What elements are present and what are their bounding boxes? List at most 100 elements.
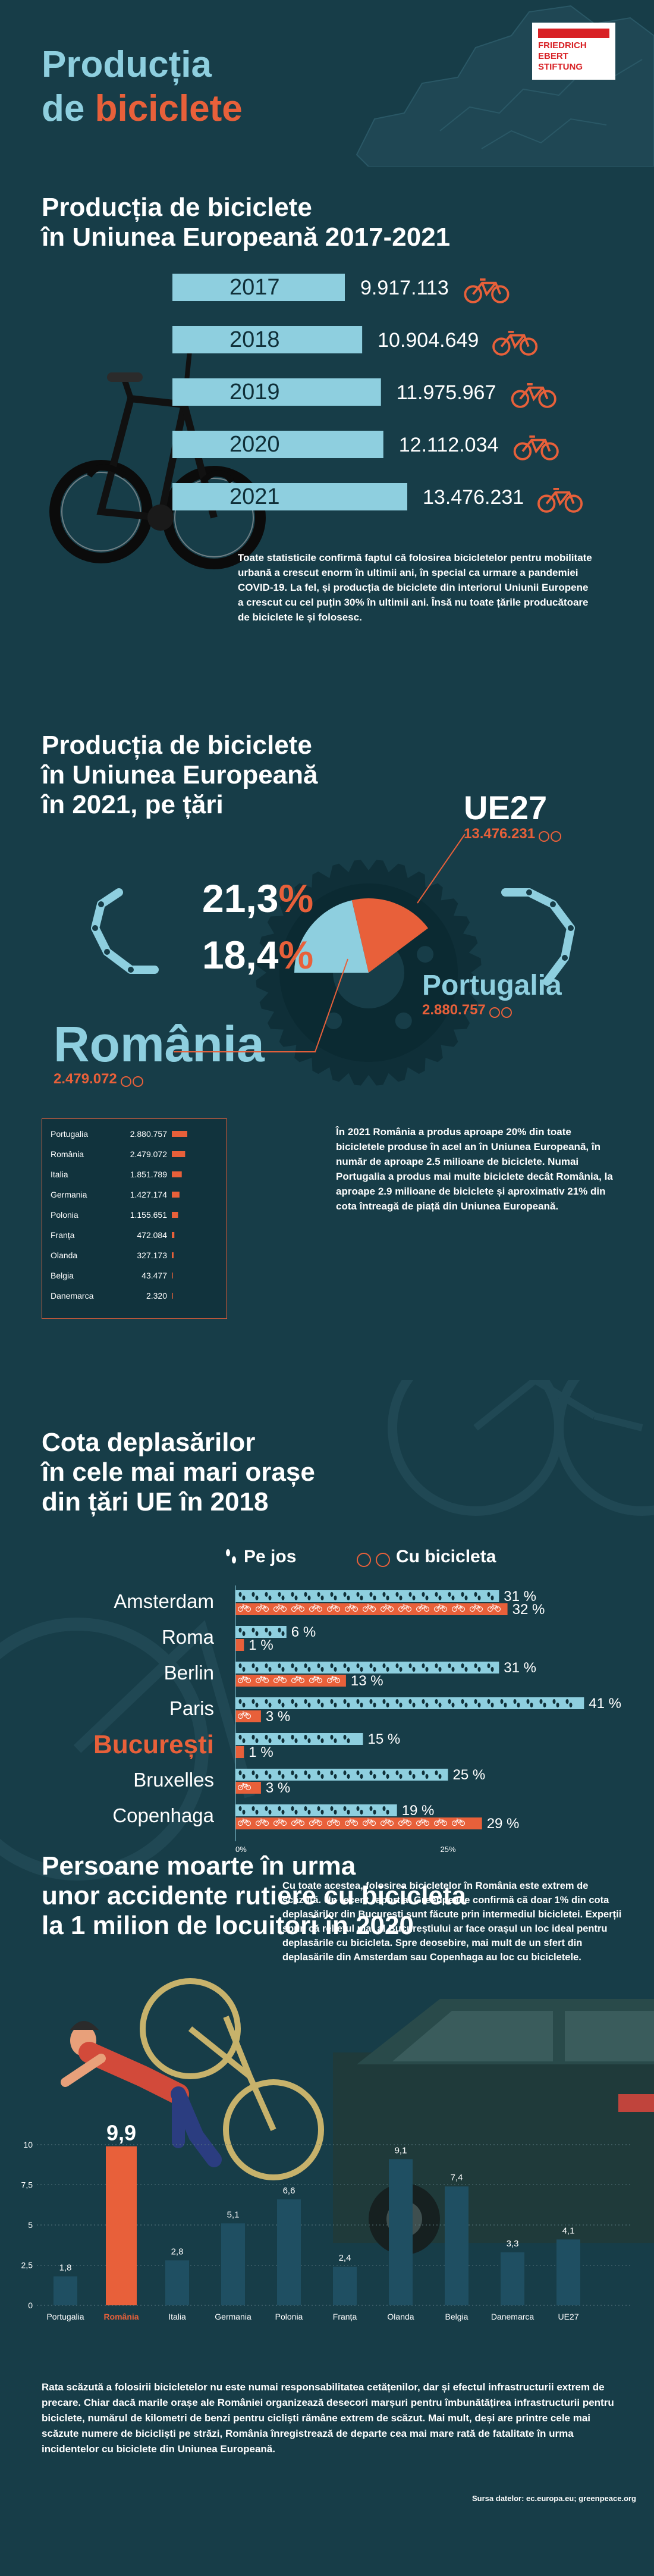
section3-note: Cu toate acestea, folosirea bicicletelor… <box>282 1881 622 1963</box>
logo-line1: FRIEDRICH <box>538 40 587 51</box>
footprint-mark <box>268 1703 272 1707</box>
table-value: 472.084 <box>137 1230 167 1240</box>
table-bar <box>172 1273 173 1278</box>
footprint-mark <box>278 1663 281 1668</box>
bicycle-icon <box>492 331 538 356</box>
fatality-bar <box>165 2260 189 2305</box>
x-tick-label: 0% <box>235 1845 247 1854</box>
page-title-line2: de biciclete <box>42 88 243 130</box>
bicycle-icon <box>513 435 559 460</box>
bicycle-icon <box>416 1819 430 1826</box>
production-year-label: 2019 <box>229 380 280 405</box>
footprints-icon <box>226 1548 238 1566</box>
bicycle-icon <box>238 1819 251 1826</box>
fatality-category: Belgia <box>445 2312 469 2321</box>
footprint-mark <box>487 1592 491 1597</box>
footprint-mark <box>448 1663 451 1668</box>
country-production-table: Portugalia 2.880.757 România 2.479.072 Itali… <box>42 1118 227 1319</box>
footprint-mark <box>238 1628 242 1632</box>
section1-title-line1: Producția de biciclete <box>42 193 312 222</box>
footprint-mark <box>343 1735 347 1740</box>
footprint-mark <box>265 1592 268 1597</box>
bicycle-icon <box>434 1604 448 1612</box>
romania-leader-line <box>174 958 348 1052</box>
footprint-mark <box>291 1735 294 1740</box>
footprint-mark <box>281 1774 285 1779</box>
section2-title-line2: în Uniunea Europeană <box>42 760 318 789</box>
footprint-mark <box>464 1596 468 1600</box>
footprint-mark <box>408 1592 412 1597</box>
production-value-label: 11.975.967 <box>397 381 496 404</box>
bicycle-icon <box>238 1676 251 1684</box>
table-country: Franța <box>51 1230 75 1240</box>
bicycle-icon <box>309 1676 323 1684</box>
footprint-mark <box>242 1703 246 1707</box>
footprint-mark <box>360 1703 363 1707</box>
footprint-mark <box>291 1770 294 1775</box>
bike-bar <box>235 1817 482 1829</box>
fatality-value: 7,4 <box>451 2173 463 2183</box>
footprint-mark <box>304 1735 307 1740</box>
city-label: Bruxelles <box>133 1769 214 1791</box>
page-title-highlight: biciclete <box>95 88 243 129</box>
fatality-value: 2,8 <box>171 2246 184 2257</box>
footprint-mark <box>477 1703 481 1707</box>
y-tick-label: 5 <box>28 2220 33 2230</box>
footprint-mark <box>343 1592 347 1597</box>
walk-bar <box>235 1662 499 1674</box>
table-value: 2.880.757 <box>130 1129 167 1139</box>
bicycle-icon <box>357 1548 390 1567</box>
footprint-mark <box>334 1738 337 1743</box>
bicycle-icon <box>327 1604 341 1612</box>
footprint-mark <box>251 1699 255 1704</box>
table-value: 2.479.072 <box>130 1149 167 1159</box>
fatality-value: 9,1 <box>395 2145 407 2155</box>
bicycle-icon <box>238 1783 251 1791</box>
footprint-mark <box>487 1663 491 1668</box>
section3-title-line3: din țări UE în 2018 <box>42 1487 269 1516</box>
footprint-mark <box>556 1703 559 1707</box>
bicycle-icon <box>291 1676 305 1684</box>
bicycle-icon <box>488 1604 501 1612</box>
table-country: Belgia <box>51 1271 74 1280</box>
footprint-mark <box>451 1703 455 1707</box>
footprint-mark <box>435 1699 438 1704</box>
eu-label: UE27 <box>464 789 548 826</box>
bicycle-icon <box>238 1712 251 1719</box>
footprint-mark <box>530 1703 533 1707</box>
section3-title-line2: în cele mai mari orașe <box>42 1458 315 1487</box>
footprint-mark <box>412 1667 416 1672</box>
bicycle-icon <box>398 1819 412 1826</box>
footprint-mark <box>360 1774 363 1779</box>
footprint-mark <box>448 1699 451 1704</box>
footprint-mark <box>255 1810 259 1815</box>
footprint-mark <box>373 1774 376 1779</box>
footprint-mark <box>320 1596 324 1600</box>
table-bar <box>172 1252 174 1258</box>
fes-logo: FRIEDRICH EBERT STIFTUNG <box>532 23 615 80</box>
fatality-value: 9,9 <box>106 2121 136 2145</box>
fatality-bar <box>556 2239 580 2305</box>
bicycle-icon <box>381 1604 394 1612</box>
portugal-label: Portugalia <box>422 970 562 1001</box>
footprint-mark <box>461 1592 464 1597</box>
footprint-mark <box>255 1738 259 1743</box>
footprint-mark <box>425 1596 429 1600</box>
bike-value: 1 % <box>249 1744 273 1760</box>
portugal-value: 2.880.757 <box>422 1002 486 1018</box>
walk-bar <box>235 1590 499 1602</box>
footprint-mark <box>382 1663 386 1668</box>
table-country: Danemarca <box>51 1291 94 1300</box>
table-value: 1.851.789 <box>130 1170 167 1179</box>
footprint-mark <box>304 1699 307 1704</box>
footprint-mark <box>412 1774 416 1779</box>
footprint-mark <box>347 1738 350 1743</box>
footprint-mark <box>552 1699 556 1704</box>
legend-bike: Cu bicicleta <box>357 1547 496 1567</box>
footprint-mark <box>412 1596 416 1600</box>
city-label: Berlin <box>164 1662 214 1684</box>
footprint-mark <box>408 1770 412 1775</box>
footprint-mark <box>334 1810 337 1815</box>
footprint-mark <box>307 1596 311 1600</box>
footprint-mark <box>408 1663 412 1668</box>
